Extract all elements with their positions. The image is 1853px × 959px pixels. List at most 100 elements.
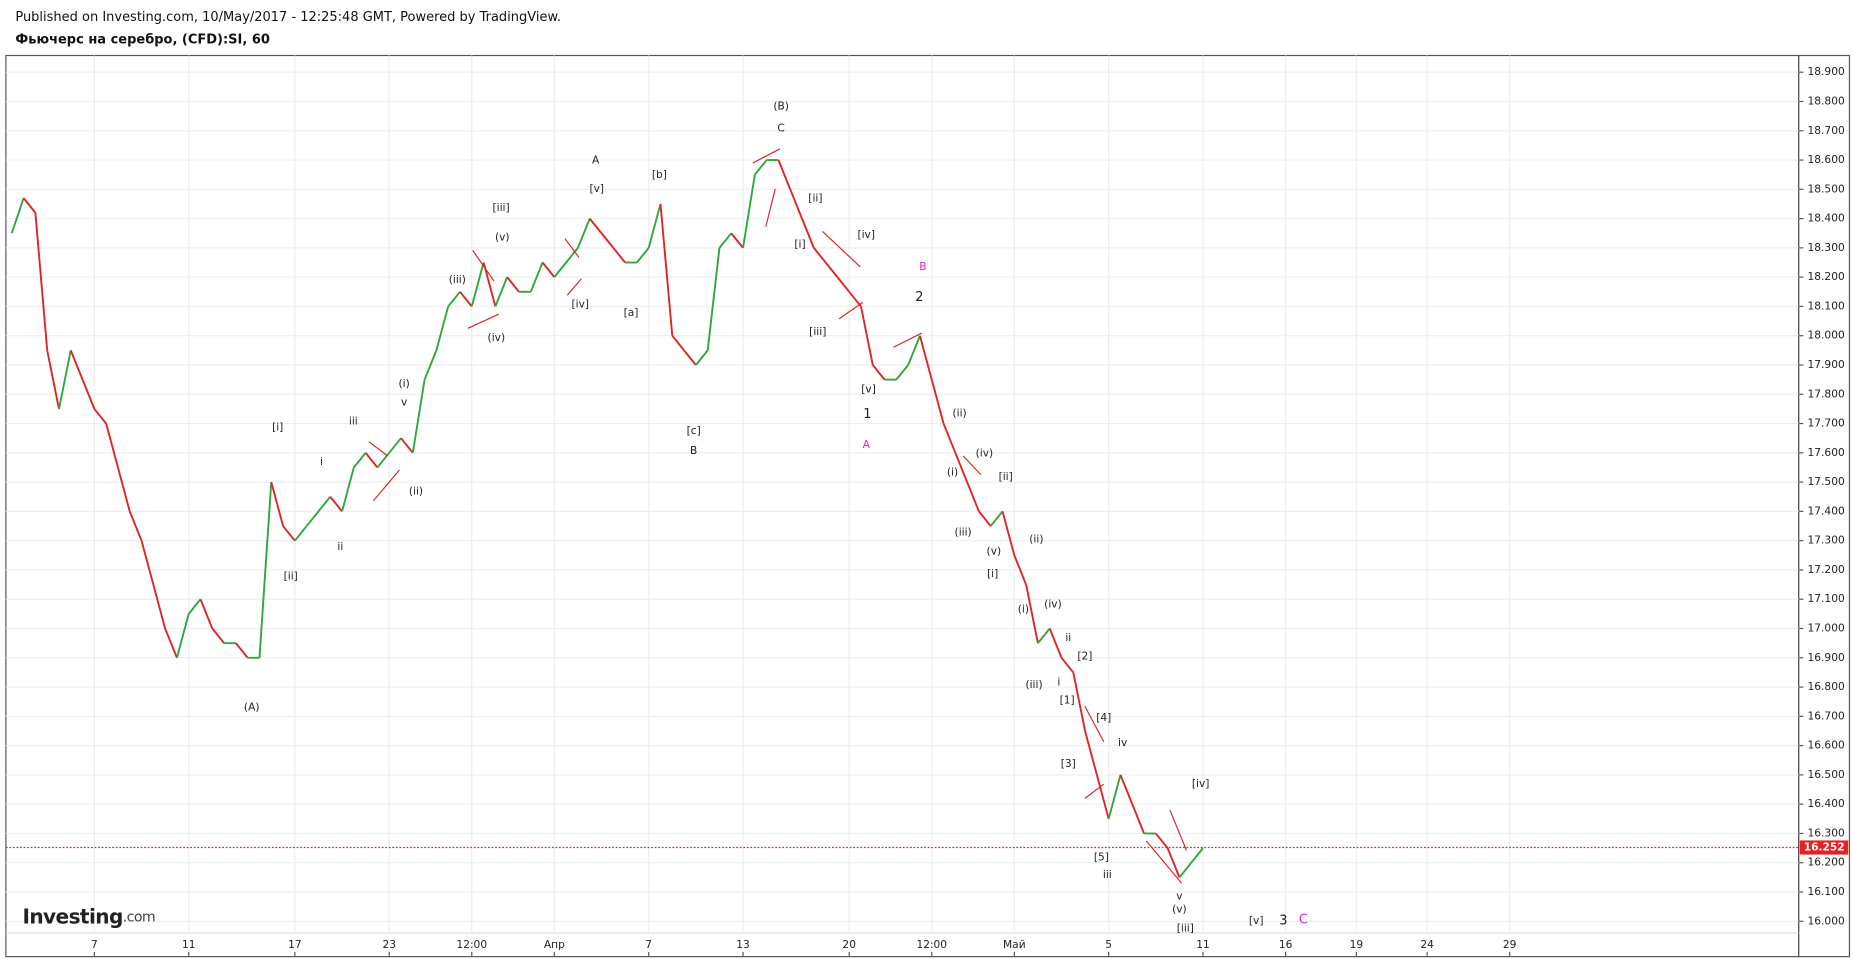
wave-label: B [690,444,697,457]
wave-label: [i] [794,237,805,250]
price-segment [777,159,792,190]
wave-label: (v) [987,545,1002,558]
wave-label: [ii] [808,191,822,204]
price-segment [942,423,957,454]
price-segment [1025,584,1039,644]
price-segment [636,247,650,264]
y-tick-label: 17.500 [1808,475,1845,488]
price-segment [46,350,60,410]
logo-suffix: .com [123,910,155,926]
price-segment [1060,657,1075,674]
price-segment [459,291,473,308]
price-segment [34,212,49,351]
y-tick-label: 18.800 [1808,94,1845,107]
price-segment [1013,554,1027,585]
wave-label: (iv) [1044,598,1062,611]
wave-label: (iii) [1025,678,1042,691]
price-segment [659,203,674,336]
price-segment [93,408,107,425]
wave-label: [1] [1060,693,1075,706]
y-tick-label: 18.700 [1808,124,1845,137]
wave-label: (ii) [952,406,966,419]
symbol-title: Фьючерс на серебро, (CFD):SI, 60 [15,33,270,48]
y-tick-label: 18.600 [1808,153,1845,166]
price-segment [258,482,273,658]
wave-label: C [1299,913,1308,928]
price-segment [754,159,768,176]
price-segment [1190,847,1204,864]
wave-label: [b] [652,168,667,181]
wave-label: A [592,154,600,167]
wave-trend-line [1145,840,1183,884]
logo: Investing.com [22,904,155,928]
price-segment [978,510,992,527]
y-tick-label: 18.200 [1808,270,1845,283]
wave-label: 2 [915,290,923,305]
wave-label: [ii] [284,569,298,582]
wave-label: 3 [1279,914,1287,929]
price-segment [164,628,178,659]
price-segment [1119,774,1134,805]
y-tick-label: 16.400 [1808,797,1845,810]
x-tick-label: 7 [91,938,98,951]
price-segment [305,510,320,527]
wave-label: (v) [495,230,510,243]
price-segment [813,247,827,264]
plot-frame [5,54,1800,958]
wave-label: (iii) [955,526,972,539]
price-axis-frame [1798,54,1851,958]
x-tick-label: 11 [1196,938,1210,951]
price-segment [588,218,603,234]
x-tick-label: 13 [736,938,750,951]
wave-label: (ii) [409,484,423,497]
y-tick-label: 16.600 [1808,739,1845,752]
price-segment [187,598,202,615]
price-segment [1084,730,1098,776]
wave-label: 1 [863,407,871,422]
wave-trend-line [368,441,388,457]
price-segment [907,335,921,366]
wave-label: [a] [624,306,639,319]
price-segment [211,627,225,644]
y-tick-label: 18.000 [1808,329,1845,342]
price-segment [1001,511,1016,556]
y-tick-label: 16.300 [1808,826,1845,839]
price-segment [1095,774,1110,820]
wave-label: A [863,438,871,451]
wave-label: (v) [1172,902,1187,915]
x-tick-label: Апр [544,938,565,951]
x-tick-label: 5 [1105,938,1112,951]
y-tick-label: 16.700 [1808,709,1845,722]
wave-trend-line [1084,783,1105,799]
price-segment [353,452,367,469]
wave-label: [v] [1249,914,1264,927]
price-segment [388,437,402,454]
price-segment [294,525,308,542]
price-segment [966,481,980,512]
price-segment [1131,803,1145,834]
last-price-tag [1799,840,1849,855]
price-segment [69,350,84,380]
price-segment [989,510,1004,527]
price-segment [105,423,119,468]
price-segment [706,247,721,351]
price-segment [954,452,969,483]
price-segment [81,379,96,410]
published-note: Published on Investing.com, 10/May/2017 … [15,10,561,25]
wave-label: i [1057,676,1060,689]
price-segment [919,335,933,380]
x-tick-label: 11 [182,938,196,951]
y-tick-label: 18.400 [1808,212,1845,225]
last-price-label: 16.252 [1804,841,1845,854]
price-segment [541,261,556,278]
x-tick-label: 12:00 [456,938,487,951]
wave-label: [iv] [857,228,875,241]
y-tick-label: 16.500 [1808,768,1845,781]
wave-label: [4] [1096,711,1111,724]
x-tick-label: 23 [382,938,396,951]
price-segment [895,364,909,381]
y-tick-label: 17.900 [1808,358,1845,371]
wave-label: (i) [947,465,958,478]
wave-trend-line [566,278,582,296]
